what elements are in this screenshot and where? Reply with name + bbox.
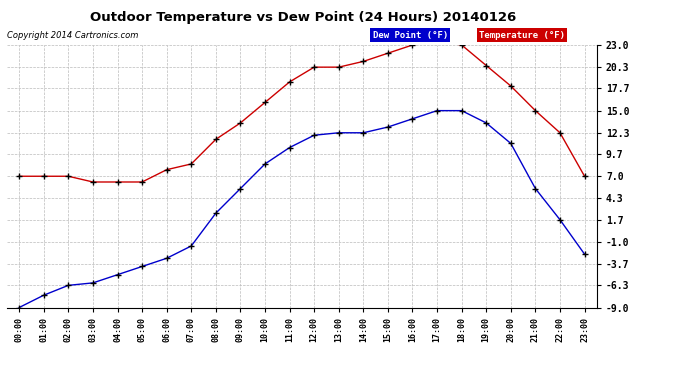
Text: Outdoor Temperature vs Dew Point (24 Hours) 20140126: Outdoor Temperature vs Dew Point (24 Hou…	[90, 11, 517, 24]
Text: Temperature (°F): Temperature (°F)	[479, 31, 565, 40]
Text: Copyright 2014 Cartronics.com: Copyright 2014 Cartronics.com	[7, 31, 138, 40]
Text: Dew Point (°F): Dew Point (°F)	[373, 31, 448, 40]
